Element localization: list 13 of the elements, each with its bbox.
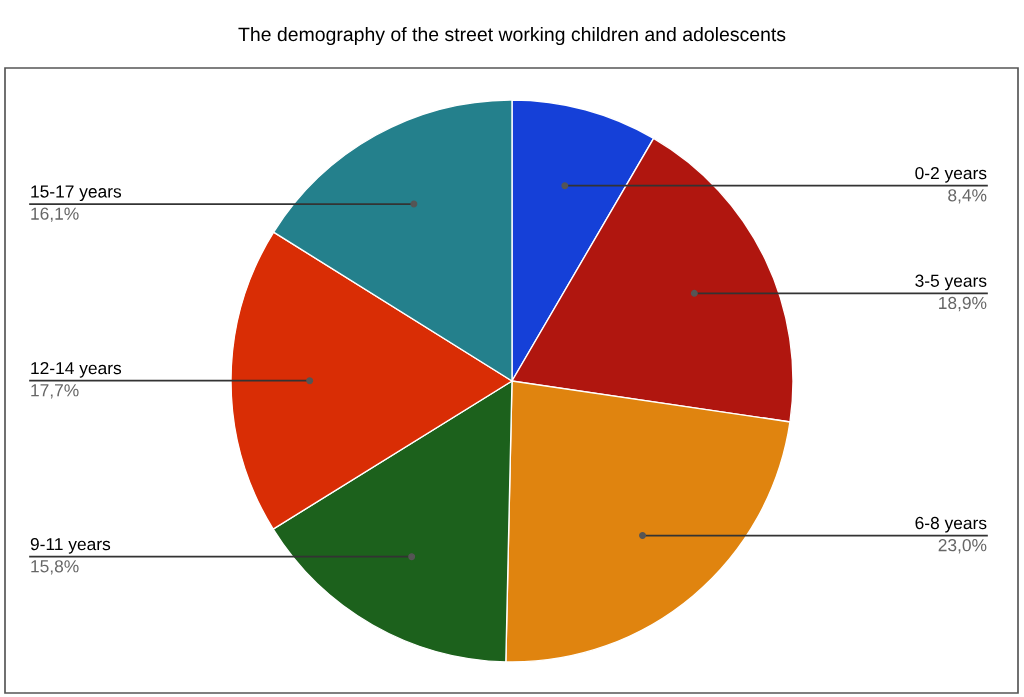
- data-label: 23,0%: [938, 539, 987, 554]
- slice-label: 3-5 years: [915, 274, 987, 291]
- slice-label: 6-8 years: [915, 516, 987, 533]
- data-label: 15,8%: [31, 560, 79, 575]
- slice-label: 15-17 years: [31, 185, 122, 202]
- chart-title: The demography of the street working children and adolescents: [238, 26, 786, 46]
- data-label: 16,1%: [31, 207, 79, 222]
- data-label: 8,4%: [948, 189, 987, 204]
- data-label: 17,7%: [31, 384, 79, 399]
- slice-label: 12-14 years: [31, 361, 122, 378]
- slice-label: 9-11 years: [30, 537, 111, 554]
- slice-label: 0-2 years: [915, 166, 987, 183]
- data-label: 18,9%: [939, 296, 987, 312]
